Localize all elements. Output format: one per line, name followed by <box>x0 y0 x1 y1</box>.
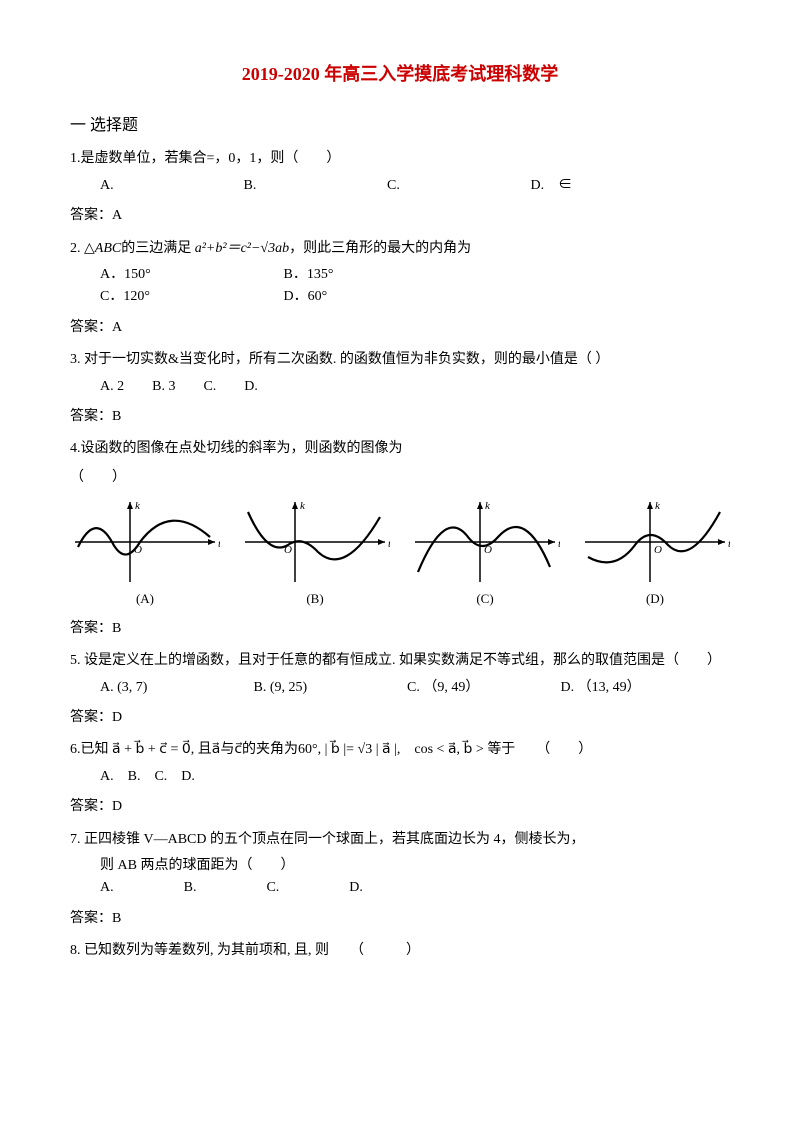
q6-answer: 答案：D <box>70 796 730 818</box>
q5-options: A. (3, 7) B. (9, 25) C. （9, 49） D. （13, … <box>100 677 730 699</box>
q2-opt-b: B．135° <box>284 264 464 286</box>
q4-paren: （ ） <box>70 467 730 489</box>
graph-d: t k O (D) <box>580 497 730 610</box>
q4-stem: 4.设函数的图像在点处切线的斜率为，则函数的图像为 <box>70 438 730 460</box>
q5-answer: 答案：D <box>70 707 730 729</box>
page-title: 2019-2020 年高三入学摸底考试理科数学 <box>70 60 730 89</box>
q8-stem: 8. 已知数列为等差数列, 为其前项和, 且, 则 （ ） <box>70 940 730 962</box>
q7-answer: 答案：B <box>70 908 730 930</box>
svg-text:t: t <box>388 538 390 550</box>
q6-options: A. B. C. D. <box>100 766 730 788</box>
graph-a-svg: t k O <box>70 497 220 587</box>
q1-opt-c: C. <box>387 175 527 197</box>
q2-abc: ABC <box>95 241 121 256</box>
q2-opt-d: D．60° <box>284 286 464 308</box>
graph-b-label: (B) <box>240 589 390 610</box>
q7-line2: 则 AB 两点的球面距为（ ） <box>100 855 730 877</box>
graph-c: t k O (C) <box>410 497 560 610</box>
graph-b-svg: t k O <box>240 497 390 587</box>
graph-c-svg: t k O <box>410 497 560 587</box>
svg-text:O: O <box>654 544 662 556</box>
q5-opt-c: C. （9, 49） <box>407 677 557 699</box>
graph-a: t k O (A) <box>70 497 220 610</box>
graph-a-label: (A) <box>70 589 220 610</box>
q5-opt-a: A. (3, 7) <box>100 677 250 699</box>
q2-stem: 2. △ABC的三边满足 a²+b²＝c²−√3ab，则此三角形的最大的内角为 <box>70 238 730 260</box>
q2-opt-c: C．120° <box>100 286 280 308</box>
q5-stem: 5. 设是定义在上的增函数，且对于任意的都有恒成立. 如果实数满足不等式组，那么… <box>70 650 730 672</box>
q6-pre: 6.已知 <box>70 742 109 757</box>
q3-options: A. 2 B. 3 C. D. <box>100 376 730 398</box>
svg-text:k: k <box>485 500 491 512</box>
q2-options-row2: C．120° D．60° <box>100 286 730 308</box>
q7-options: A. B. C. D. <box>100 877 730 899</box>
q1-opt-b: B. <box>244 175 384 197</box>
graph-d-label: (D) <box>580 589 730 610</box>
q7-stem: 7. 正四棱锥 V—ABCD 的五个顶点在同一个球面上，若其底面边长为 4，侧棱… <box>70 829 730 851</box>
q6-stem: 6.已知 a⃗ + b⃗ + c⃗ = 0⃗, 且a⃗与c⃗的夹角为60°, |… <box>70 739 730 761</box>
q4-answer: 答案：B <box>70 618 730 640</box>
section-heading: 一 选择题 <box>70 113 730 139</box>
q6-expr: a⃗ + b⃗ + c⃗ = 0⃗, 且a⃗与c⃗的夹角为60°, | b⃗ |… <box>112 742 484 757</box>
q2-text-2: 的三边满足 <box>121 241 195 256</box>
svg-text:t: t <box>558 538 560 550</box>
graph-b: t k O (B) <box>240 497 390 610</box>
q1-options: A. B. C. D. ∈ <box>100 175 730 197</box>
q1-stem: 1.是虚数单位，若集合=，0，1，则（ ） <box>70 148 730 170</box>
q2-text-1: 2. △ <box>70 241 95 256</box>
q1-answer: 答案：A <box>70 205 730 227</box>
q4-graphs: t k O (A) t k O (B) t k O <box>70 497 730 610</box>
svg-text:t: t <box>218 538 220 550</box>
svg-text:k: k <box>300 500 306 512</box>
q2-expr: a²+b²＝c²−√3ab <box>195 241 289 256</box>
q2-text-3: ，则此三角形的最大的内角为 <box>289 241 471 256</box>
q1-opt-a: A. <box>100 175 240 197</box>
q3-stem: 3. 对于一切实数&当变化时，所有二次函数. 的函数值恒为非负实数，则的最小值是… <box>70 349 730 371</box>
q6-post: 等于 （ ） <box>487 742 592 757</box>
graph-c-label: (C) <box>410 589 560 610</box>
q2-opt-a: A．150° <box>100 264 280 286</box>
q2-options-row1: A．150° B．135° <box>100 264 730 286</box>
q5-opt-b: B. (9, 25) <box>254 677 404 699</box>
svg-text:t: t <box>728 538 730 550</box>
graph-d-svg: t k O <box>580 497 730 587</box>
q3-answer: 答案：B <box>70 406 730 428</box>
svg-text:k: k <box>135 500 141 512</box>
svg-text:k: k <box>655 500 661 512</box>
q1-opt-d: D. ∈ <box>531 175 671 197</box>
q2-answer: 答案：A <box>70 317 730 339</box>
q5-opt-d: D. （13, 49） <box>561 677 711 699</box>
